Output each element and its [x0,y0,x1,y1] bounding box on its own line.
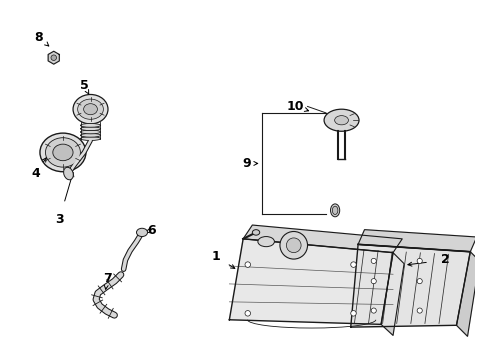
Ellipse shape [80,130,100,134]
Circle shape [417,308,422,313]
Text: 7: 7 [103,272,111,285]
Polygon shape [351,244,470,327]
Ellipse shape [73,94,108,124]
Ellipse shape [332,206,338,215]
Circle shape [417,258,422,264]
Ellipse shape [331,204,340,217]
Ellipse shape [46,138,80,167]
Circle shape [51,55,56,60]
Circle shape [371,308,376,313]
Polygon shape [229,239,393,324]
Polygon shape [457,252,480,336]
Text: 8: 8 [35,31,43,44]
Text: 1: 1 [211,250,220,263]
Text: 3: 3 [55,213,64,226]
Circle shape [280,231,308,259]
Ellipse shape [252,230,260,235]
Ellipse shape [40,133,86,172]
Circle shape [286,238,301,253]
Ellipse shape [258,237,274,247]
Text: 10: 10 [287,100,304,113]
Ellipse shape [137,228,147,237]
Circle shape [351,262,356,267]
Ellipse shape [84,104,98,115]
Ellipse shape [80,127,100,131]
Ellipse shape [80,123,100,127]
Ellipse shape [324,109,359,131]
Polygon shape [381,253,404,336]
Circle shape [417,279,422,284]
Circle shape [245,262,250,267]
Circle shape [351,311,356,316]
Circle shape [371,279,376,284]
Polygon shape [48,51,59,64]
Circle shape [245,311,250,316]
Ellipse shape [77,99,103,119]
Ellipse shape [335,116,348,125]
Polygon shape [243,225,402,253]
Circle shape [371,258,376,264]
Ellipse shape [80,134,100,137]
Text: 6: 6 [147,224,155,237]
Text: 9: 9 [243,157,251,170]
Text: 2: 2 [441,253,450,266]
Text: 5: 5 [80,79,89,92]
Ellipse shape [80,137,100,140]
Ellipse shape [64,167,74,180]
Polygon shape [358,230,477,252]
Ellipse shape [53,144,73,161]
Text: 4: 4 [31,167,40,180]
